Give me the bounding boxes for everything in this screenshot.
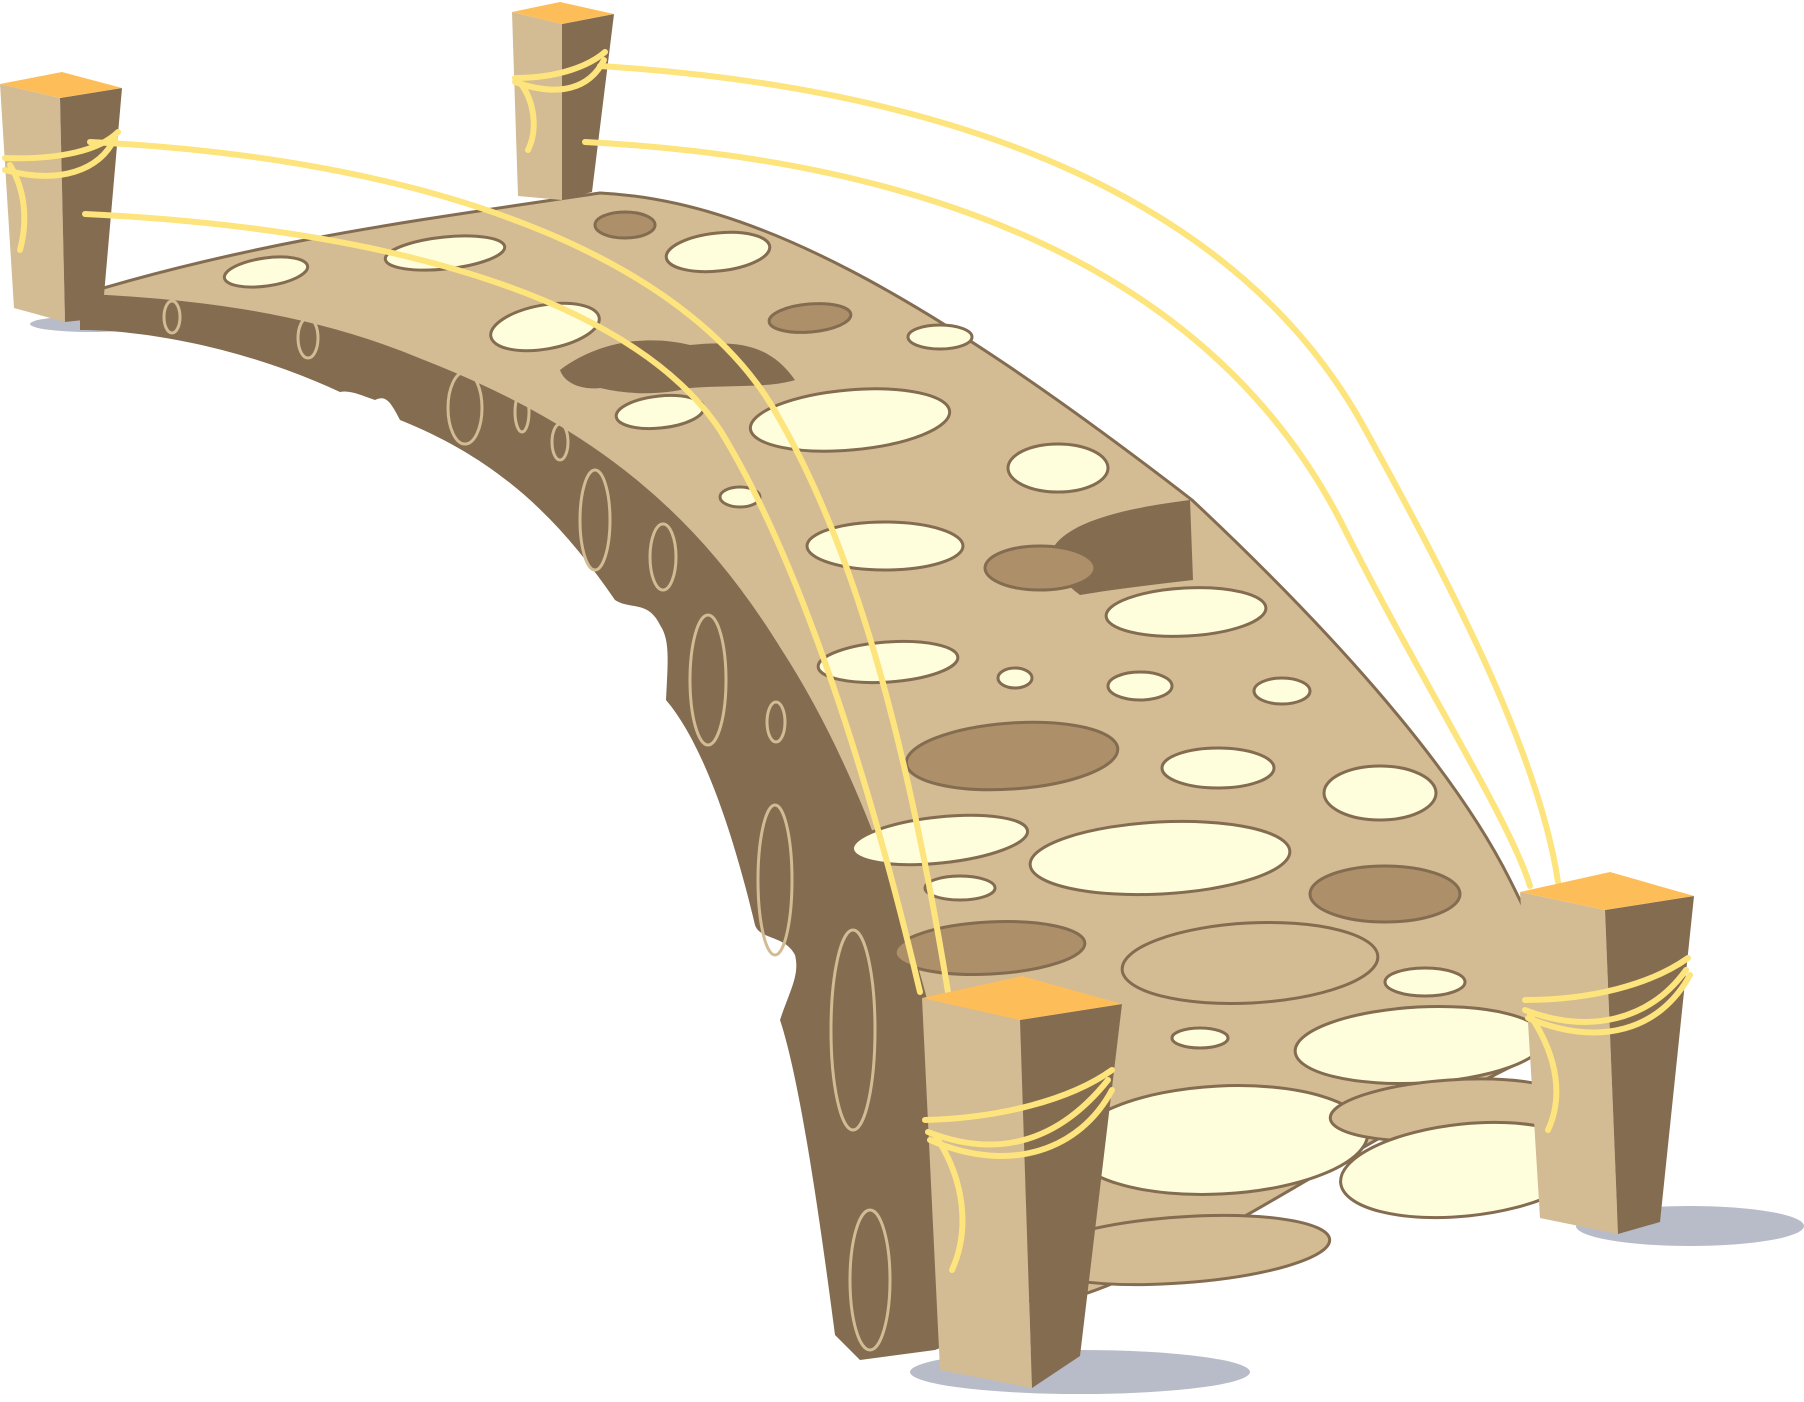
ropes bbox=[2, 49, 1561, 995]
rope-knot bbox=[922, 1067, 1115, 1123]
rope-knot bbox=[1525, 972, 1693, 1036]
post-front-face bbox=[922, 998, 1032, 1388]
bridge-side-face bbox=[80, 291, 985, 1361]
rope-knot bbox=[925, 1077, 1111, 1148]
post-front-right bbox=[1520, 872, 1694, 1234]
side-stone bbox=[513, 390, 531, 434]
rope-knot bbox=[1527, 1012, 1560, 1133]
stone bbox=[664, 230, 772, 274]
rope-knot bbox=[2, 129, 121, 162]
deck-gap-1 bbox=[560, 340, 795, 394]
stone bbox=[996, 666, 1034, 690]
rope-knot bbox=[515, 77, 537, 153]
side-stone bbox=[756, 803, 794, 957]
side-stone bbox=[296, 316, 320, 360]
post-top bbox=[0, 72, 122, 98]
post-side-face bbox=[60, 88, 122, 322]
side-stone bbox=[446, 370, 484, 446]
post-top bbox=[512, 2, 614, 24]
rope-knot bbox=[512, 57, 607, 93]
rope-knot bbox=[512, 49, 608, 81]
rope-left-top bbox=[87, 139, 951, 995]
stone bbox=[816, 639, 960, 685]
stone bbox=[850, 813, 1030, 867]
stone bbox=[1170, 1026, 1230, 1050]
post-front-face bbox=[512, 12, 562, 200]
post-top bbox=[1520, 872, 1694, 910]
stone bbox=[593, 210, 657, 240]
stone bbox=[906, 323, 974, 351]
deck-stones bbox=[222, 210, 1591, 1287]
post-front-left bbox=[922, 976, 1122, 1388]
stone bbox=[1252, 676, 1312, 706]
rope-left-bottom bbox=[82, 211, 923, 995]
stone bbox=[767, 302, 853, 334]
rope-knot bbox=[7, 162, 28, 253]
rope-knot bbox=[1522, 955, 1691, 1003]
stone bbox=[1106, 670, 1174, 702]
stone bbox=[222, 255, 310, 289]
stone bbox=[1104, 586, 1268, 638]
stone bbox=[748, 387, 952, 453]
rope-knot bbox=[932, 1132, 966, 1273]
side-stone bbox=[829, 928, 877, 1132]
side-stone bbox=[765, 700, 787, 744]
side-stone bbox=[688, 613, 728, 747]
post-back-left bbox=[0, 72, 122, 322]
side-stone bbox=[578, 468, 612, 572]
post-side-face bbox=[1605, 896, 1694, 1234]
post-front-face bbox=[0, 84, 65, 322]
rope-knot bbox=[1522, 967, 1689, 1025]
post-top bbox=[922, 976, 1122, 1020]
front-rope-knots bbox=[922, 955, 1693, 1273]
post-back-middle bbox=[512, 2, 614, 200]
side-stone bbox=[162, 299, 182, 335]
rope-right-top bbox=[597, 63, 1561, 885]
stone bbox=[923, 874, 997, 902]
side-stone bbox=[848, 1208, 892, 1352]
post-front-face bbox=[1520, 892, 1618, 1234]
rope-knot bbox=[927, 1087, 1115, 1159]
rope-knot bbox=[2, 135, 118, 179]
stone bbox=[1120, 920, 1380, 1006]
stone bbox=[983, 544, 1097, 592]
rope-right-bottom bbox=[582, 139, 1533, 889]
stone bbox=[1028, 819, 1292, 897]
side-stone bbox=[648, 522, 678, 592]
side-stone bbox=[550, 422, 570, 462]
stone bbox=[1308, 864, 1462, 924]
side-stones bbox=[162, 299, 892, 1352]
stone bbox=[1160, 746, 1276, 790]
stone bbox=[1322, 764, 1438, 822]
stone bbox=[1006, 442, 1110, 494]
post-side-face bbox=[562, 14, 614, 200]
stone bbox=[1383, 966, 1467, 998]
